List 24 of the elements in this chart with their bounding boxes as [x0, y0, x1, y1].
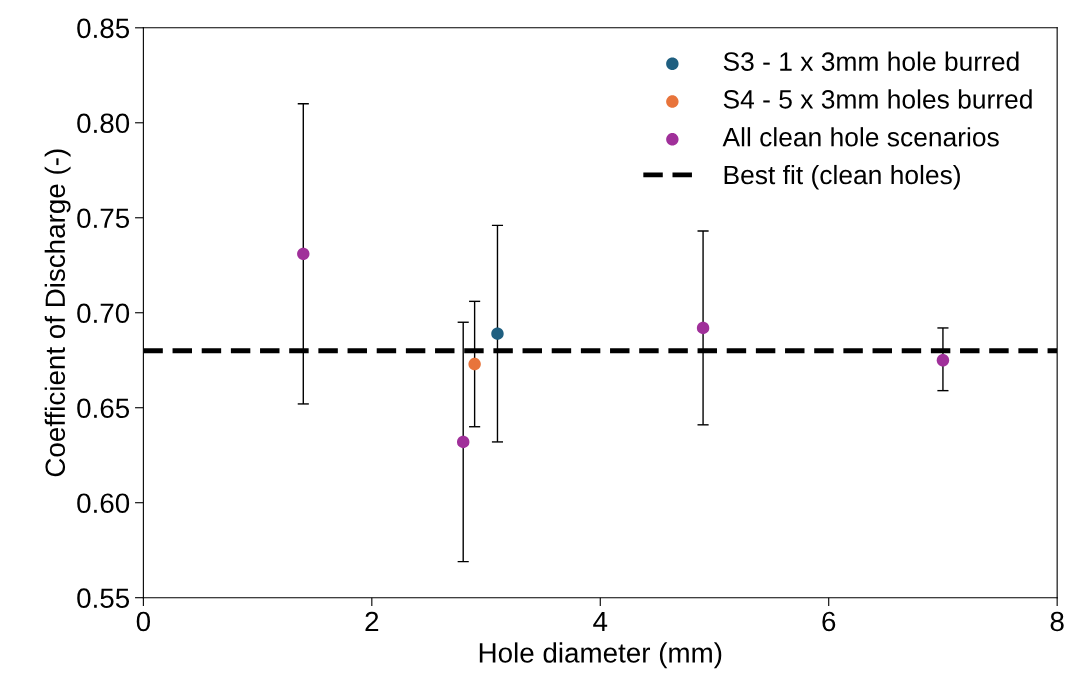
- point: [936, 354, 950, 367]
- y-tick-label: 0.55: [77, 588, 130, 609]
- legend-label: All clean hole scenarios: [722, 127, 999, 147]
- x-tick-label: 4: [593, 611, 608, 632]
- y-tick-label: 0.80: [77, 113, 130, 134]
- legend-label: S3 - 1 x 3mm hole burred: [723, 51, 1019, 71]
- point: [297, 247, 310, 261]
- point: [456, 435, 470, 449]
- y-tick-label: 0.65: [77, 398, 130, 419]
- x-tick-label: 6: [822, 611, 836, 632]
- x-tick-label: 0: [136, 611, 151, 632]
- y-axis-title: Coefficient of Discharge (-): [44, 149, 71, 477]
- legend-label: Best fit (clean holes): [724, 164, 960, 190]
- x-tick-label: 8: [1050, 611, 1064, 632]
- point: [468, 357, 481, 371]
- point: [696, 321, 710, 335]
- y-tick-label: 0.85: [77, 18, 130, 39]
- x-tick-label: 2: [365, 611, 379, 632]
- point: [491, 327, 504, 340]
- x-axis-title: Hole diameter (mm): [479, 642, 722, 669]
- legend-label: S4 - 5 x 3mm holes burred: [723, 89, 1032, 109]
- y-tick-label: 0.75: [77, 208, 130, 229]
- y-tick-label: 0.60: [77, 493, 130, 514]
- y-tick-label: 0.70: [77, 303, 130, 324]
